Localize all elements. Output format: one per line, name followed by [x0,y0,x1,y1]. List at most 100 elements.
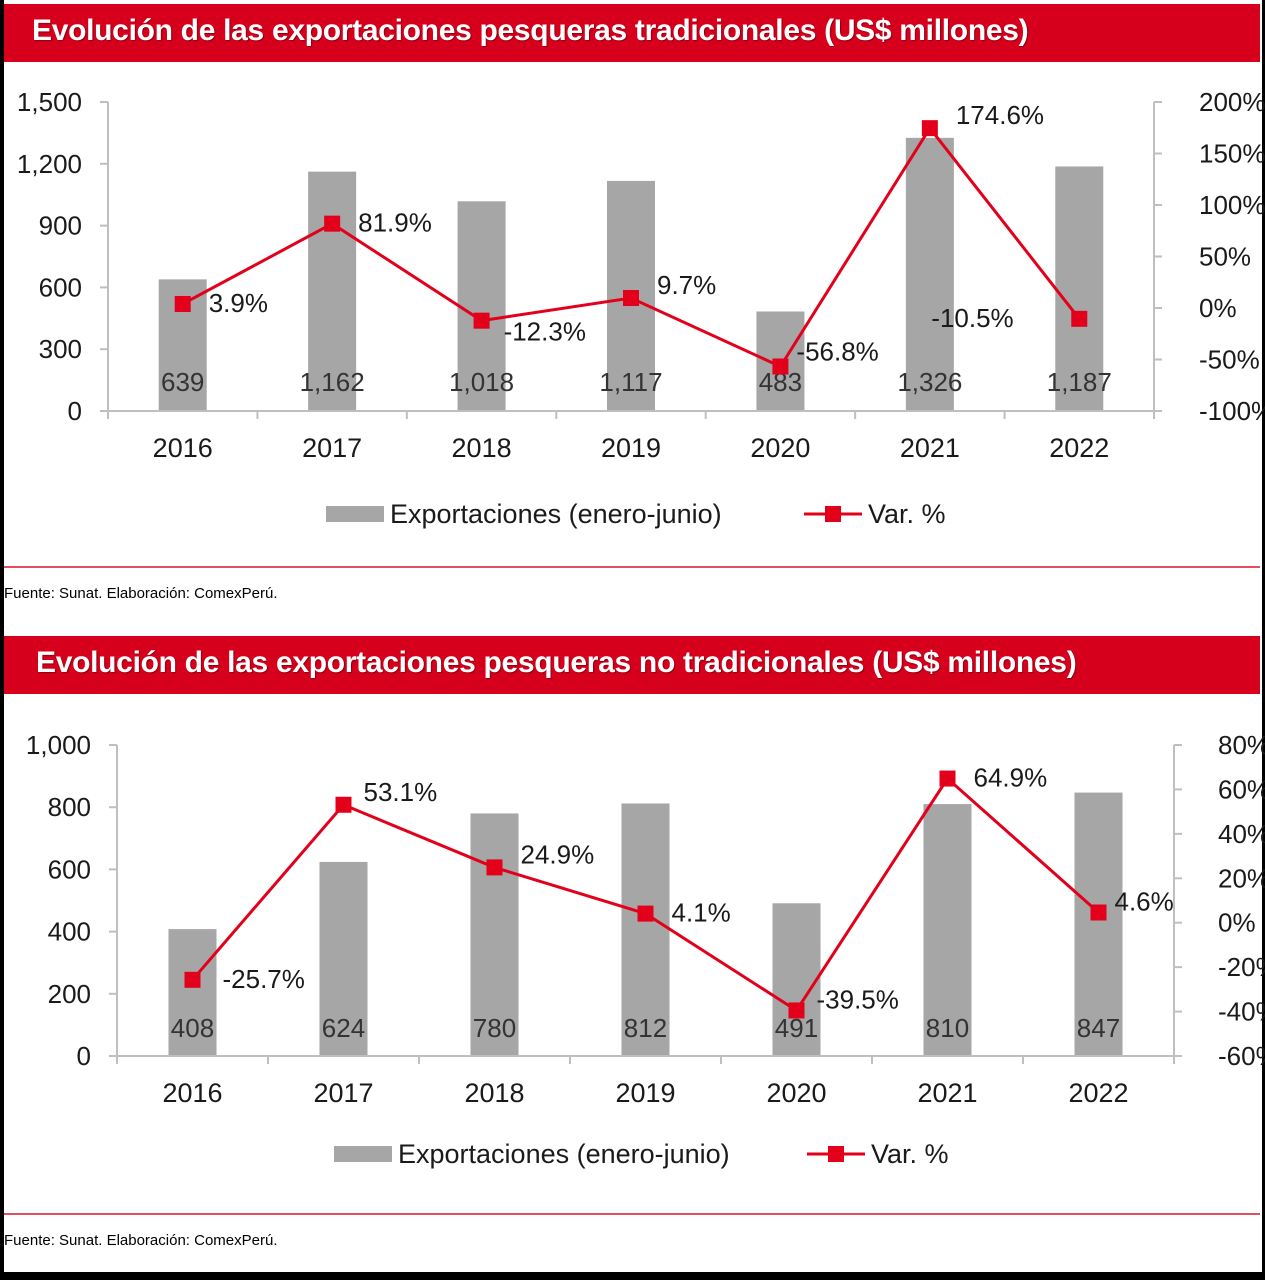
legend-bar-swatch [326,506,384,522]
legend-bar-label: Exportaciones (enero-junio) [390,499,722,529]
left-y-tick-label: 400 [48,917,91,947]
var-pct-marker-2016 [174,295,191,312]
right-y-tick-label: 0% [1218,908,1256,938]
right-y-tick-label: -100% [1199,396,1265,426]
bar-value-label-2021: 1,326 [897,367,962,397]
var-pct-marker-2016 [184,971,201,988]
left-y-tick-label: 800 [48,792,91,822]
legend-line-label: Var. % [868,499,946,529]
legend-bar-label: Exportaciones (enero-junio) [398,1139,730,1169]
bar-value-label-2018: 780 [473,1013,516,1043]
x-tick-label-2022: 2022 [1049,433,1109,463]
bar-value-label-2017: 1,162 [300,367,365,397]
right-y-tick-label: -20% [1218,952,1265,982]
var-pct-label-2017: 53.1% [364,777,438,807]
var-pct-label-2021: 64.9% [974,763,1048,793]
var-pct-marker-2018 [486,859,503,876]
var-pct-marker-2019 [637,905,654,922]
export-bar-2020 [772,903,821,1056]
left-y-tick-label: 1,500 [17,87,82,117]
left-y-tick-label: 0 [68,396,82,426]
var-pct-marker-2020 [788,1002,805,1019]
x-tick-label-2017: 2017 [302,433,362,463]
var-pct-marker-2020 [772,358,789,375]
bar-value-label-2016: 639 [161,367,204,397]
chart1-title-banner: Evolución de las exportaciones pesqueras… [4,4,1260,62]
chart1-title: Evolución de las exportaciones pesqueras… [32,14,1029,47]
var-pct-label-2016: -25.7% [223,964,305,994]
var-pct-marker-2021 [939,770,956,787]
left-y-tick-label: 1,000 [26,730,91,760]
var-pct-label-2017: 81.9% [358,208,432,238]
var-pct-label-2019: 9.7% [657,270,716,300]
export-bar-2017 [319,861,368,1056]
var-pct-marker-2021 [921,120,938,137]
chart1-source: Fuente: Sunat. Elaboración: ComexPerú. [4,585,278,602]
export-bar-2017 [308,171,357,411]
export-bar-2019 [621,803,670,1056]
x-tick-label-2019: 2019 [601,433,661,463]
legend-line-marker [828,1146,844,1162]
var-pct-label-2016: 3.9% [209,288,268,318]
chart1-divider [4,566,1260,568]
var-pct-marker-2018 [473,312,490,329]
right-y-tick-label: 100% [1199,190,1265,220]
x-tick-label-2018: 2018 [452,433,512,463]
bar-value-label-2018: 1,018 [449,367,514,397]
x-tick-label-2019: 2019 [615,1078,675,1108]
var-pct-marker-2017 [335,796,352,813]
var-pct-label-2022: -10.5% [931,303,1013,333]
x-tick-label-2017: 2017 [313,1078,373,1108]
export-bar-2018 [457,201,506,411]
var-pct-label-2022: 4.6% [1115,886,1174,916]
legend-bar-swatch [334,1146,392,1162]
var-pct-label-2018: -12.3% [504,317,586,347]
export-bar-2016 [168,929,217,1056]
export-bar-2022 [1055,166,1104,411]
right-y-tick-label: 80% [1218,730,1265,760]
left-y-tick-label: 600 [48,854,91,884]
x-tick-label-2020: 2020 [766,1078,826,1108]
right-y-tick-label: -50% [1199,345,1260,375]
right-y-tick-label: 200% [1199,87,1265,117]
bar-value-label-2016: 408 [171,1013,214,1043]
bar-value-label-2017: 624 [322,1013,365,1043]
right-y-tick-label: 0% [1199,293,1237,323]
x-tick-label-2022: 2022 [1068,1078,1128,1108]
right-y-tick-label: 150% [1199,139,1265,169]
left-y-tick-label: 600 [39,272,82,302]
right-y-tick-label: 20% [1218,863,1265,893]
right-y-tick-label: -60% [1218,1041,1265,1071]
bar-value-label-2019: 1,117 [599,367,662,397]
chart2-source: Fuente: Sunat. Elaboración: ComexPerú. [4,1232,278,1249]
var-pct-label-2020: -39.5% [817,984,899,1014]
x-tick-label-2016: 2016 [162,1078,222,1108]
chart2-title-banner: Evolución de las exportaciones pesqueras… [4,636,1260,694]
chart2-title: Evolución de las exportaciones pesqueras… [36,646,1077,679]
var-pct-marker-2019 [623,290,639,307]
left-y-tick-label: 300 [39,334,82,364]
x-tick-label-2020: 2020 [750,433,810,463]
chart2-divider [4,1213,1260,1215]
var-pct-marker-2017 [324,215,341,232]
export-bar-2018 [470,813,519,1056]
bar-value-label-2021: 810 [926,1013,969,1043]
bar-value-label-2022: 1,187 [1047,367,1112,397]
bar-value-label-2022: 847 [1077,1013,1120,1043]
legend-line-label: Var. % [871,1139,949,1169]
bar-value-label-2019: 812 [624,1013,667,1043]
export-bar-2021 [923,804,972,1056]
right-y-tick-label: -40% [1218,997,1265,1027]
var-pct-marker-2022 [1071,310,1088,327]
var-pct-label-2019: 4.1% [672,898,731,928]
left-y-tick-label: 0 [77,1041,91,1071]
page: Evolución de las exportaciones pesqueras… [4,0,1265,1272]
chart2-plot: 0 200 400 600 800 1,000 -60% -40% -20% 0% 20% 40% 60… [26,730,1265,1169]
left-y-tick-label: 200 [48,979,91,1009]
legend-line-marker [825,506,841,522]
right-y-tick-label: 60% [1218,774,1265,804]
x-tick-label-2016: 2016 [153,433,213,463]
var-pct-marker-2022 [1090,904,1107,921]
right-y-tick-label: 50% [1199,242,1251,272]
chart1-plot: 0 300 600 900 1,200 1,500 -100% -50% 0% 50% 100% 15… [17,87,1265,529]
